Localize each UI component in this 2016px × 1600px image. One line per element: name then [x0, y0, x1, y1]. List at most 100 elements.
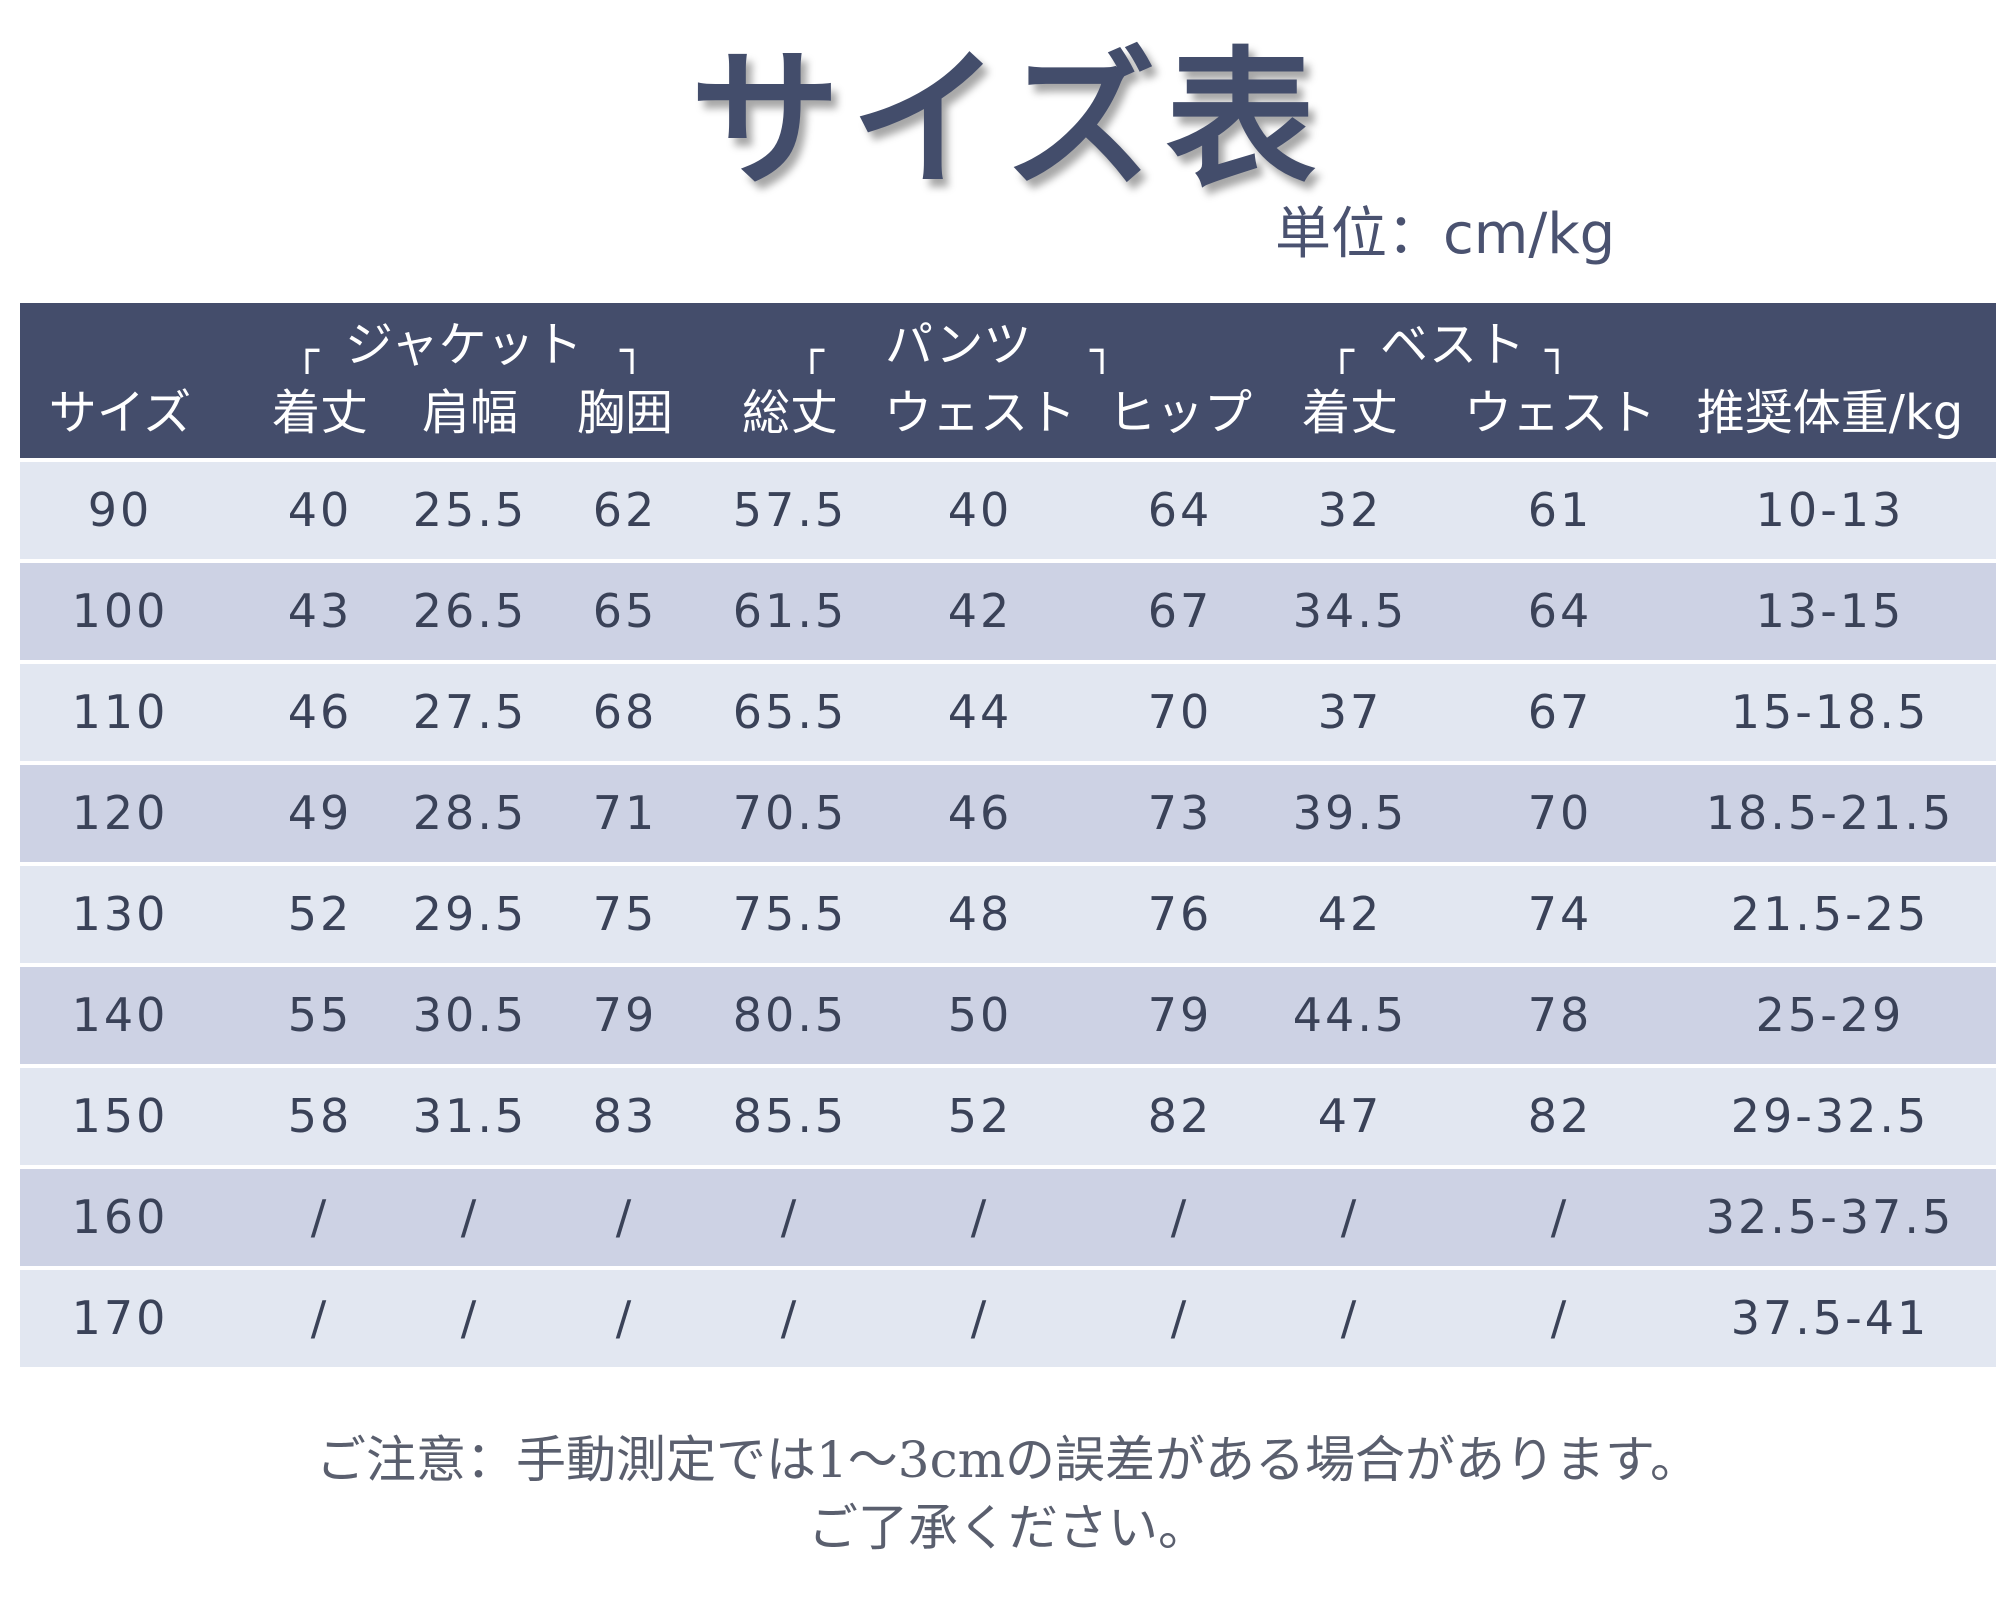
cell-vest-length: /	[1340, 1291, 1360, 1345]
cell-total-length: 57.5	[732, 483, 848, 537]
cell-vest-waist: 82	[1527, 1089, 1593, 1143]
cell-size: 160	[71, 1190, 169, 1244]
bracket-open: ┌	[1330, 328, 1355, 374]
table-header: ┌ ジャケット ┐ ┌ パンツ ┐ ┌ ベスト ┐ サイズ 着丈 肩幅 胸囲 総…	[20, 303, 1996, 458]
cell-vest-length: 32	[1317, 483, 1383, 537]
cell-jacket-length: 40	[287, 483, 353, 537]
cell-vest-length: 37	[1317, 685, 1383, 739]
cell-shoulder-width: /	[460, 1190, 480, 1244]
header-total-length: 総丈	[741, 385, 838, 441]
cell-shoulder-width: 28.5	[412, 786, 528, 840]
cell-jacket-length: 49	[287, 786, 353, 840]
cell-weight: 21.5-25	[1730, 887, 1930, 941]
cell-weight: 15-18.5	[1730, 685, 1930, 739]
header-chest: 胸囲	[576, 385, 673, 441]
cell-total-length: 61.5	[732, 584, 848, 638]
cell-vest-length: 34.5	[1292, 584, 1408, 638]
cell-shoulder-width: 30.5	[412, 988, 528, 1042]
cell-vest-length: 44.5	[1292, 988, 1408, 1042]
cell-shoulder-width: 26.5	[412, 584, 528, 638]
cell-jacket-length: 43	[287, 584, 353, 638]
cell-weight: 37.5-41	[1730, 1291, 1930, 1345]
cell-hip: 70	[1147, 685, 1213, 739]
table-row: 90 40 25.5 62 57.5 40 64 32 61 10-13	[20, 462, 1996, 559]
cell-vest-waist: 78	[1527, 988, 1593, 1042]
cell-size: 140	[71, 988, 169, 1042]
cell-vest-waist: 74	[1527, 887, 1593, 941]
cell-pants-waist: 44	[947, 685, 1013, 739]
cell-shoulder-width: 31.5	[412, 1089, 528, 1143]
cell-total-length: 80.5	[732, 988, 848, 1042]
cell-vest-waist: /	[1550, 1291, 1570, 1345]
cell-hip: 76	[1147, 887, 1213, 941]
cell-pants-waist: 48	[947, 887, 1013, 941]
table-row: 120 49 28.5 71 70.5 46 73 39.5 70 18.5-21.5	[20, 765, 1996, 862]
cell-pants-waist: 40	[947, 483, 1013, 537]
cell-weight: 32.5-37.5	[1705, 1190, 1955, 1244]
cell-chest: 62	[592, 483, 658, 537]
cell-chest: /	[615, 1190, 635, 1244]
cell-hip: /	[1170, 1291, 1190, 1345]
cell-jacket-length: /	[310, 1291, 330, 1345]
cell-jacket-length: 46	[287, 685, 353, 739]
cell-size: 130	[71, 887, 169, 941]
cell-shoulder-width: 27.5	[412, 685, 528, 739]
cell-size: 110	[71, 685, 169, 739]
cell-total-length: /	[780, 1190, 800, 1244]
cell-vest-waist: 70	[1527, 786, 1593, 840]
cell-hip: 73	[1147, 786, 1213, 840]
unit-label: 単位：cm/kg	[1275, 202, 1616, 267]
header-hip: ヒップ	[1107, 385, 1252, 441]
cell-vest-length: 47	[1317, 1089, 1383, 1143]
table-body: 90 40 25.5 62 57.5 40 64 32 61 10-13 100 43 26.5 65 61…	[20, 462, 1996, 1367]
size-table: ┌ ジャケット ┐ ┌ パンツ ┐ ┌ ベスト ┐ サイズ 着丈 肩幅 胸囲 総…	[20, 303, 1996, 1367]
table-row: 150 58 31.5 83 85.5 52 82 47 82 29-32.5	[20, 1068, 1996, 1165]
cell-pants-waist: 42	[947, 584, 1013, 638]
cell-pants-waist: 50	[947, 988, 1013, 1042]
cell-total-length: /	[780, 1291, 800, 1345]
table-row: 160 / / / / / / / / 32.5-37.5	[20, 1169, 1996, 1266]
cell-pants-waist: 52	[947, 1089, 1013, 1143]
group-pants: パンツ	[885, 317, 1032, 373]
cell-total-length: 85.5	[732, 1089, 848, 1143]
cell-chest: 71	[592, 786, 658, 840]
cell-hip: 79	[1147, 988, 1213, 1042]
table-row: 130 52 29.5 75 75.5 48 76 42 74 21.5-25	[20, 866, 1996, 963]
cell-weight: 13-15	[1755, 584, 1905, 638]
table-row: 170 / / / / / / / / 37.5-41	[20, 1270, 1996, 1367]
cell-size: 100	[71, 584, 169, 638]
cell-size: 90	[87, 483, 153, 537]
bracket-open: ┌	[800, 328, 825, 374]
group-jacket: ジャケット	[345, 317, 583, 373]
group-vest: ベスト	[1380, 317, 1525, 373]
cell-jacket-length: /	[310, 1190, 330, 1244]
header-vest-waist: ウェスト	[1463, 385, 1656, 441]
bracket-close: ┐	[1545, 328, 1570, 374]
page-title: サイズ表	[690, 32, 1326, 208]
cell-vest-length: 42	[1317, 887, 1383, 941]
table-row: 100 43 26.5 65 61.5 42 67 34.5 64 13-15	[20, 563, 1996, 660]
header-shoulder-width: 肩幅	[421, 385, 518, 441]
cell-hip: /	[1170, 1190, 1190, 1244]
bracket-close: ┐	[1090, 328, 1115, 374]
cell-jacket-length: 55	[287, 988, 353, 1042]
header-vest-length: 着丈	[1301, 385, 1398, 441]
cell-weight: 10-13	[1755, 483, 1905, 537]
cell-pants-waist: 46	[947, 786, 1013, 840]
cell-total-length: 70.5	[732, 786, 848, 840]
note-line-2: ご了承ください。	[808, 1499, 1208, 1557]
cell-vest-waist: 64	[1527, 584, 1593, 638]
cell-weight: 29-32.5	[1730, 1089, 1930, 1143]
cell-size: 120	[71, 786, 169, 840]
cell-hip: 67	[1147, 584, 1213, 638]
table-row: 110 46 27.5 68 65.5 44 70 37 67 15-18.5	[20, 664, 1996, 761]
cell-total-length: 75.5	[732, 887, 848, 941]
cell-hip: 82	[1147, 1089, 1213, 1143]
cell-chest: 79	[592, 988, 658, 1042]
cell-hip: 64	[1147, 483, 1213, 537]
cell-weight: 25-29	[1755, 988, 1905, 1042]
cell-chest: 65	[592, 584, 658, 638]
cell-vest-length: /	[1340, 1190, 1360, 1244]
cell-shoulder-width: 25.5	[412, 483, 528, 537]
table-row: 140 55 30.5 79 80.5 50 79 44.5 78 25-29	[20, 967, 1996, 1064]
